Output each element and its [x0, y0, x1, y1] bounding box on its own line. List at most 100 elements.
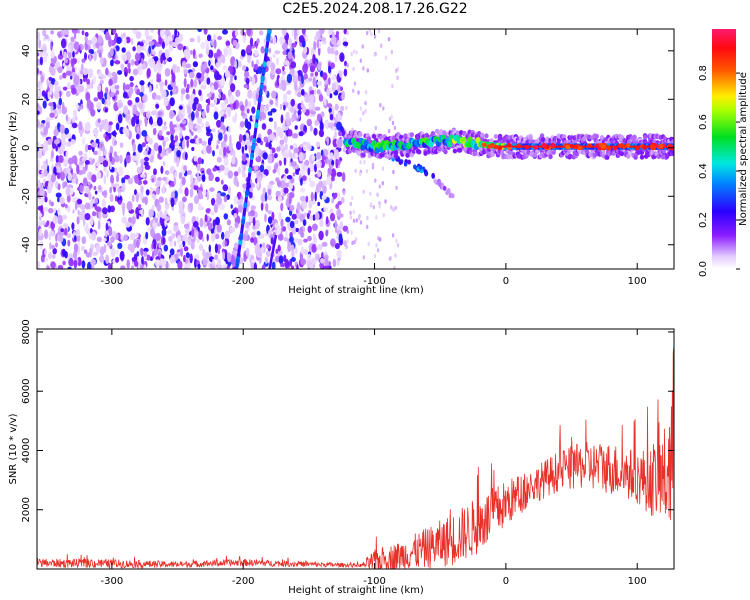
- noise-blob: [190, 50, 193, 55]
- noise-blob: [284, 143, 288, 150]
- noise-blob: [84, 202, 91, 210]
- noise-blob: [232, 39, 238, 47]
- noise-blob: [145, 189, 150, 196]
- ridge-halo: [619, 151, 625, 157]
- ridge-halo: [417, 149, 422, 155]
- noise-blob: [391, 233, 395, 238]
- noise-blob: [145, 217, 150, 226]
- noise-blob: [285, 216, 291, 223]
- noise-blob: [283, 93, 288, 103]
- noise-blob: [192, 93, 195, 99]
- noise-blob: [240, 104, 245, 112]
- noise-blob: [50, 261, 56, 269]
- noise-blob: [140, 173, 146, 178]
- noise-blob: [215, 62, 220, 68]
- snr-ylabel: SNR (10 * v/v): [8, 413, 19, 484]
- noise-blob: [150, 110, 157, 116]
- noise-blob: [206, 144, 212, 154]
- noise-blob: [313, 89, 317, 96]
- noise-blob: [68, 44, 72, 53]
- noise-blob: [162, 146, 166, 156]
- noise-blob: [322, 72, 328, 81]
- noise-blob: [230, 56, 236, 66]
- noise-blob: [146, 135, 151, 143]
- noise-blob: [272, 169, 276, 174]
- noise-blob: [337, 249, 342, 259]
- noise-blob: [222, 29, 228, 35]
- noise-blob: [99, 56, 104, 65]
- noise-blob: [71, 122, 78, 129]
- noise-blob: [116, 174, 119, 183]
- noise-blob: [117, 113, 123, 124]
- ridge-peak: [587, 143, 593, 148]
- noise-blob: [396, 75, 399, 81]
- ridge-halo: [480, 132, 485, 138]
- noise-blob: [230, 254, 235, 265]
- noise-blob: [88, 192, 92, 201]
- colorbar-ticks: 0.0 0.2 0.4 0.6 0.8: [698, 65, 740, 277]
- noise-blob: [203, 189, 207, 196]
- noise-blob: [237, 204, 243, 213]
- noise-blob: [201, 174, 206, 183]
- noise-blob: [55, 155, 60, 164]
- noise-blob: [67, 50, 72, 59]
- ridge-peak: [642, 145, 648, 150]
- noise-blob: [224, 240, 227, 247]
- noise-blob: [282, 65, 285, 72]
- ridge-halo: [434, 128, 440, 134]
- noise-blob: [189, 188, 194, 198]
- colorbar-label: Normalized spectral amplitude: [738, 72, 749, 226]
- noise-blob: [240, 135, 244, 141]
- noise-blob: [125, 154, 131, 164]
- noise-blob: [213, 52, 219, 59]
- noise-blob: [49, 112, 55, 118]
- noise-blob: [84, 186, 89, 194]
- noise-blob: [209, 103, 215, 108]
- noise-blob: [320, 37, 327, 42]
- noise-blob: [71, 155, 78, 164]
- noise-blob: [170, 191, 175, 200]
- noise-blob: [144, 156, 150, 162]
- noise-blob: [290, 244, 295, 252]
- noise-blob: [169, 248, 175, 256]
- ridge-halo: [458, 147, 463, 153]
- noise-blob: [194, 232, 199, 237]
- noise-blob: [109, 163, 112, 170]
- noise-blob: [119, 142, 124, 148]
- noise-blob: [304, 94, 311, 103]
- noise-blob: [278, 255, 284, 265]
- noise-blob: [142, 180, 148, 185]
- noise-blob: [37, 205, 43, 211]
- noise-blob: [82, 67, 89, 76]
- noise-blob: [327, 46, 332, 55]
- noise-blob: [72, 51, 75, 58]
- noise-blob: [303, 248, 308, 255]
- noise-blob: [219, 164, 225, 171]
- noise-blob: [196, 117, 203, 125]
- snr-plot-area: [37, 347, 674, 569]
- sweep-line-point: [248, 167, 253, 174]
- noise-blob: [351, 195, 354, 201]
- noise-blob: [164, 34, 168, 44]
- noise-blob: [131, 194, 135, 202]
- noise-blob: [327, 103, 333, 109]
- noise-blob: [268, 142, 272, 150]
- noise-blob: [170, 90, 173, 96]
- noise-blob: [38, 39, 42, 49]
- ridge-halo: [562, 134, 567, 140]
- noise-blob: [213, 203, 218, 214]
- noise-blob: [177, 260, 183, 269]
- noise-blob: [395, 238, 398, 243]
- noise-blob: [140, 247, 144, 256]
- noise-blob: [253, 236, 258, 246]
- noise-blob: [300, 169, 306, 178]
- noise-blob: [349, 215, 353, 220]
- noise-blob: [93, 75, 96, 85]
- noise-blob: [87, 68, 94, 76]
- noise-blob: [66, 133, 72, 139]
- noise-blob: [47, 138, 53, 145]
- noise-blob: [213, 39, 217, 49]
- ridge-halo: [587, 134, 592, 140]
- sweep-line-point: [261, 68, 266, 75]
- noise-blob: [82, 137, 86, 145]
